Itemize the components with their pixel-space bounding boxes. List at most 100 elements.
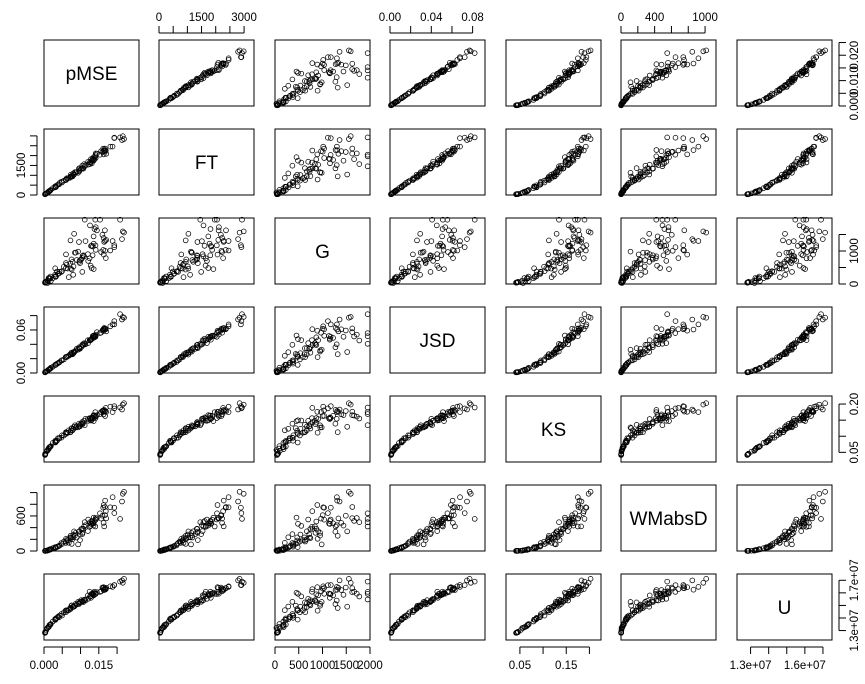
data-point <box>332 165 339 172</box>
data-point <box>546 237 552 244</box>
data-point <box>77 345 83 351</box>
variable-label: FT <box>195 153 219 174</box>
data-point <box>420 248 427 255</box>
data-point <box>195 260 201 266</box>
data-point <box>560 255 567 261</box>
data-point <box>700 48 707 55</box>
data-point <box>818 50 824 56</box>
data-point <box>664 50 670 56</box>
data-point <box>441 266 447 272</box>
data-point <box>292 425 299 431</box>
data-point <box>792 216 799 223</box>
data-point <box>703 314 709 321</box>
data-point <box>681 60 688 67</box>
data-point <box>302 165 308 171</box>
data-point <box>424 256 430 263</box>
data-point <box>780 260 786 267</box>
data-point <box>646 72 653 79</box>
data-point <box>663 242 670 249</box>
data-point <box>292 173 299 180</box>
data-point <box>364 153 371 160</box>
data-point <box>649 256 656 263</box>
data-point <box>803 255 810 262</box>
data-point <box>327 415 334 421</box>
data-point <box>327 67 334 73</box>
data-point <box>818 216 824 223</box>
data-point <box>334 429 341 435</box>
data-point <box>178 354 185 360</box>
data-point <box>665 60 671 66</box>
data-point <box>389 101 396 108</box>
data-point <box>85 258 91 264</box>
data-point <box>333 162 340 168</box>
data-point <box>672 244 679 250</box>
data-point <box>410 260 416 266</box>
data-point <box>318 329 324 336</box>
data-point <box>314 354 321 360</box>
variable-label: KS <box>541 420 566 441</box>
data-point <box>318 346 325 353</box>
data-point <box>580 134 586 141</box>
data-point <box>344 349 350 355</box>
data-point <box>307 349 314 356</box>
data-point <box>68 266 75 273</box>
data-point <box>621 273 627 280</box>
data-point <box>68 349 75 356</box>
data-point <box>664 249 671 255</box>
data-point <box>195 422 201 428</box>
data-point <box>185 265 192 272</box>
panel-frame <box>620 306 717 374</box>
data-point <box>422 169 428 175</box>
data-point <box>315 72 321 79</box>
data-point <box>530 275 537 281</box>
data-point <box>203 71 209 78</box>
data-point <box>219 409 225 415</box>
data-point <box>58 269 65 275</box>
data-point <box>285 349 292 355</box>
data-point <box>289 76 296 83</box>
data-point <box>804 148 810 154</box>
data-point <box>763 183 770 190</box>
data-point <box>282 175 288 181</box>
data-point <box>796 262 803 269</box>
data-point <box>73 257 80 263</box>
data-point <box>225 321 232 328</box>
data-point <box>466 400 473 406</box>
data-point <box>575 251 581 258</box>
data-point <box>572 151 578 158</box>
data-point <box>788 345 794 351</box>
panel-frame <box>736 306 833 374</box>
data-point <box>642 269 649 275</box>
data-point <box>810 238 817 244</box>
data-point <box>364 134 371 141</box>
data-point <box>349 60 356 67</box>
data-point <box>163 98 169 105</box>
data-point <box>765 361 771 368</box>
data-point <box>239 311 245 317</box>
data-point <box>117 216 123 223</box>
data-point <box>354 413 360 420</box>
data-point <box>581 216 588 223</box>
panel-pmse-vs-ks <box>505 39 602 109</box>
data-point <box>332 325 339 331</box>
panel-frame <box>736 484 833 552</box>
data-point <box>54 268 60 275</box>
data-point <box>791 74 797 80</box>
data-point <box>777 354 783 360</box>
data-point <box>434 262 441 269</box>
data-point <box>81 341 88 347</box>
data-point <box>240 48 247 55</box>
data-point <box>769 179 775 186</box>
data-point <box>200 222 207 229</box>
data-point <box>183 256 189 263</box>
data-point <box>295 417 301 424</box>
data-point <box>59 179 65 186</box>
data-point <box>653 255 659 262</box>
data-point <box>782 170 788 177</box>
data-point <box>414 83 420 89</box>
data-point <box>642 167 648 173</box>
data-point <box>340 157 347 164</box>
data-point <box>102 238 108 244</box>
data-point <box>302 354 308 360</box>
data-point <box>166 440 172 446</box>
